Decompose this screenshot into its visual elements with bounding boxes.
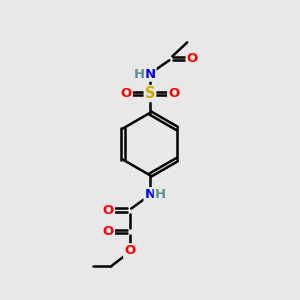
Text: O: O (121, 87, 132, 100)
Text: O: O (187, 52, 198, 65)
Text: N: N (144, 188, 156, 201)
Text: N: N (144, 68, 156, 81)
Text: S: S (145, 86, 155, 101)
Text: H: H (155, 188, 166, 201)
Text: H: H (134, 68, 145, 81)
Text: O: O (124, 244, 135, 257)
Text: O: O (103, 225, 114, 238)
Text: O: O (103, 203, 114, 217)
Text: O: O (168, 87, 179, 100)
